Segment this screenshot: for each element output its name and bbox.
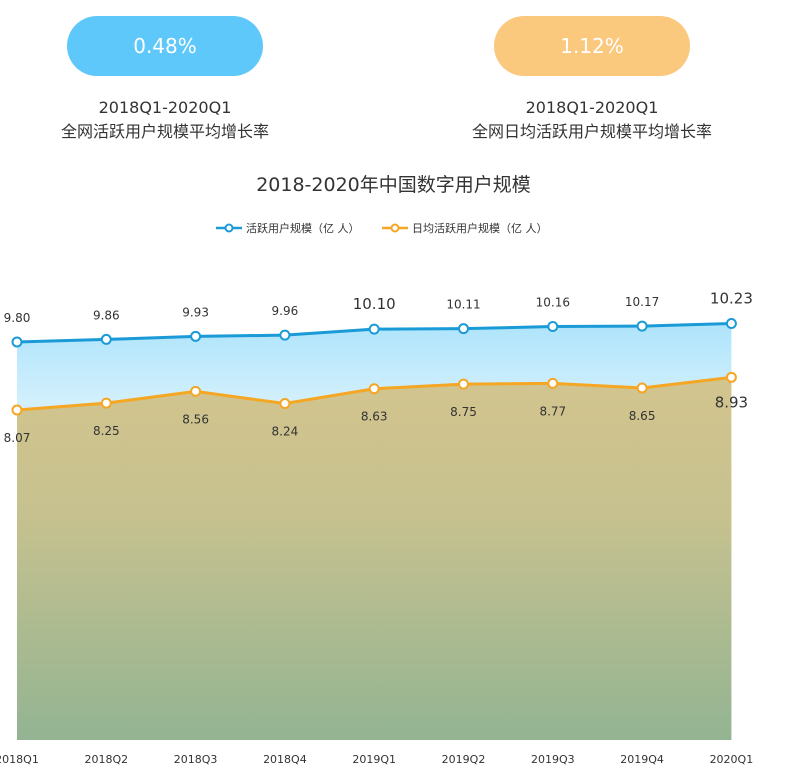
label-active-2019Q1: 10.10 bbox=[353, 295, 396, 313]
legend-label-2: 日均活跃用户规模（亿 人） bbox=[412, 221, 548, 235]
x-tick-2018Q4: 2018Q4 bbox=[263, 753, 307, 766]
point-active-2019Q2 bbox=[458, 323, 469, 335]
point-daily-2018Q2 bbox=[100, 397, 112, 409]
label-active-2019Q2: 10.11 bbox=[446, 298, 480, 312]
label-daily-2019Q2: 8.75 bbox=[450, 405, 477, 419]
label-daily-2019Q1: 8.63 bbox=[361, 410, 388, 424]
kpi-caption-active: 2018Q1-2020Q1 全网活跃用户规模平均增长率 bbox=[15, 96, 315, 144]
label-active-2018Q2: 9.86 bbox=[93, 308, 120, 322]
label-active-2018Q1: 9.80 bbox=[4, 311, 31, 325]
kpi-period: 2018Q1-2020Q1 bbox=[525, 98, 659, 117]
label-daily-2019Q4: 8.65 bbox=[629, 409, 656, 423]
chart-title: 2018-2020年中国数字用户规模 bbox=[256, 174, 531, 196]
label-daily-2019Q3: 8.77 bbox=[539, 404, 566, 418]
legend-marker bbox=[224, 223, 234, 233]
chart-legend: 活跃用户规模（亿 人） 日均活跃用户规模（亿 人） bbox=[216, 221, 548, 235]
point-active-2018Q2 bbox=[100, 333, 112, 345]
label-active-2018Q3: 9.93 bbox=[182, 305, 209, 319]
kpi-badge-active-growth: 0.48% bbox=[67, 16, 263, 76]
x-tick-2018Q3: 2018Q3 bbox=[174, 753, 218, 766]
point-active-2018Q4 bbox=[279, 329, 291, 341]
kpi-caption-daily: 2018Q1-2020Q1 全网日均活跃用户规模平均增长率 bbox=[442, 96, 742, 144]
x-tick-2019Q3: 2019Q3 bbox=[531, 753, 575, 766]
x-tick-2020Q1: 2020Q1 bbox=[710, 753, 754, 766]
x-tick-2019Q2: 2019Q2 bbox=[442, 753, 486, 766]
point-active-2018Q3 bbox=[190, 330, 202, 342]
kpi-label: 全网日均活跃用户规模平均增长率 bbox=[471, 122, 712, 141]
point-active-2019Q3 bbox=[547, 321, 559, 333]
x-tick-2019Q1: 2019Q1 bbox=[352, 753, 396, 766]
legend-label-1: 活跃用户规模（亿 人） bbox=[246, 221, 360, 235]
label-active-2020Q1: 10.23 bbox=[710, 290, 753, 308]
x-tick-2019Q4: 2019Q4 bbox=[620, 753, 664, 766]
line-chart: 活跃用户规模（亿 人） 日均活跃用户规模（亿 人） 9.80 9.86 9.93 9.9… bbox=[0, 221, 753, 766]
point-daily-2019Q4 bbox=[636, 382, 648, 394]
point-daily-2018Q4 bbox=[279, 398, 291, 410]
point-daily-2018Q3 bbox=[190, 385, 202, 397]
label-daily-2020Q1: 8.93 bbox=[715, 393, 748, 411]
point-daily-2020Q1 bbox=[725, 371, 737, 383]
point-active-2018Q1 bbox=[11, 336, 23, 348]
kpi-badge-daily-growth: 1.12% bbox=[494, 16, 690, 76]
kpi-value: 1.12% bbox=[560, 34, 624, 58]
legend-marker bbox=[390, 223, 400, 233]
point-active-2019Q4 bbox=[636, 320, 648, 332]
label-daily-2018Q4: 8.24 bbox=[272, 425, 299, 439]
kpi-period: 2018Q1-2020Q1 bbox=[98, 98, 232, 117]
point-daily-2019Q3 bbox=[547, 377, 559, 389]
label-active-2018Q4: 9.96 bbox=[272, 304, 299, 318]
point-active-2020Q1 bbox=[725, 318, 737, 330]
point-daily-2019Q2 bbox=[458, 378, 469, 390]
kpi-value: 0.48% bbox=[133, 34, 197, 58]
kpi-label: 全网活跃用户规模平均增长率 bbox=[60, 122, 269, 141]
label-active-2019Q3: 10.16 bbox=[536, 296, 570, 310]
chart-points bbox=[11, 318, 737, 416]
x-tick-2018Q1: 2018Q1 bbox=[0, 753, 39, 766]
point-active-2019Q1 bbox=[368, 323, 380, 335]
label-daily-2018Q1: 8.07 bbox=[4, 431, 31, 445]
area-band-daily bbox=[17, 377, 732, 740]
label-daily-2018Q3: 8.56 bbox=[182, 412, 209, 426]
x-tick-2018Q2: 2018Q2 bbox=[84, 753, 128, 766]
label-active-2019Q4: 10.17 bbox=[625, 295, 659, 309]
chart-data-labels: 9.80 9.86 9.93 9.96 10.10 10.11 10.16 10.17 10.2… bbox=[4, 290, 753, 445]
label-daily-2018Q2: 8.25 bbox=[93, 424, 120, 438]
point-daily-2018Q1 bbox=[11, 404, 23, 416]
x-axis: 2018Q1 2018Q2 2018Q3 2018Q4 2019Q1 2019Q2 2019… bbox=[0, 753, 753, 766]
point-daily-2019Q1 bbox=[368, 383, 380, 395]
